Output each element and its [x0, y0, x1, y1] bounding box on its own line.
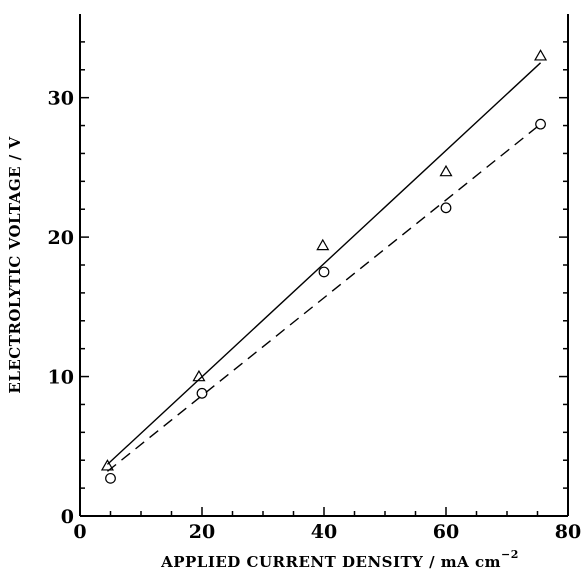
- data-points: [100, 49, 548, 484]
- triangle-point: [534, 49, 548, 61]
- triangle-point: [192, 369, 206, 382]
- ticks: [79, 41, 569, 517]
- y-tick-label: 10: [48, 367, 74, 389]
- y-tick-label: 20: [48, 227, 74, 249]
- tick-labels: 0 20 40 60 80 0 10 20 30: [48, 88, 582, 543]
- circle-point: [105, 472, 116, 484]
- x-tick-label: 40: [311, 521, 337, 543]
- circle-point: [196, 387, 208, 399]
- y-axis-title: ELECTROLYTIC VOLTAGE / V: [6, 136, 24, 393]
- triangle-point: [439, 164, 453, 177]
- fit-line-dashed: [107, 123, 541, 472]
- x-axis-title: APPLIED CURRENT DENSITY / mA cm−2: [160, 548, 519, 571]
- circle-point: [318, 266, 330, 278]
- circle-point: [535, 118, 546, 130]
- fit-lines: [106, 62, 542, 472]
- x-tick-label: 0: [73, 521, 86, 543]
- triangle-point: [316, 238, 330, 251]
- triangle-point: [100, 459, 114, 471]
- x-tick-label: 80: [555, 521, 581, 543]
- x-tick-label: 20: [189, 521, 215, 543]
- y-tick-label: 30: [48, 88, 74, 110]
- fit-line-solid: [106, 62, 542, 465]
- axes: [79, 14, 569, 517]
- x-axis-title-main: APPLIED CURRENT DENSITY / mA cm: [160, 553, 501, 571]
- circle-point: [440, 202, 452, 214]
- x-tick-label: 60: [433, 521, 459, 543]
- y-tick-label: 0: [61, 506, 74, 528]
- x-axis-title-superscript: −2: [501, 548, 519, 561]
